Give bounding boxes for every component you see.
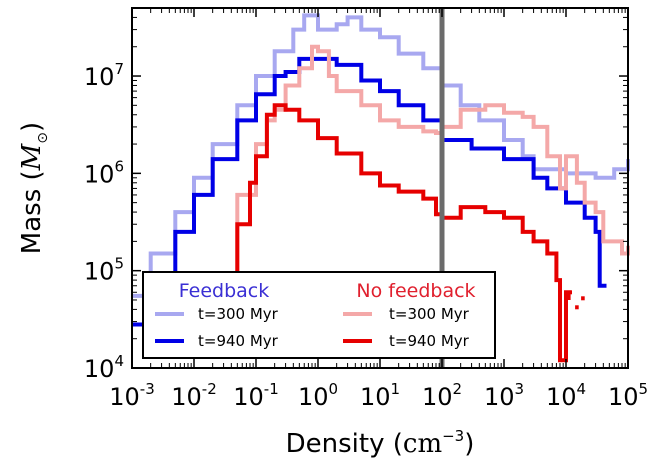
x-axis-title-text: Density [286, 429, 385, 459]
legend-label-feedback-300: t=300 Myr [198, 305, 279, 323]
legend-title-feedback: Feedback [179, 280, 269, 302]
x-tick-label: 101 [360, 380, 400, 411]
x-tick-label: 10-3 [109, 380, 155, 411]
legend-label-nofeedback-940: t=940 Myr [389, 332, 470, 350]
y-axis-title: Mass (M⊙) [17, 122, 51, 254]
y-tick-label: 104 [84, 352, 124, 383]
x-tick-label: 10-2 [171, 380, 217, 411]
y-axis-title-text: Mass [17, 189, 47, 254]
legend-frame [142, 271, 496, 359]
legend-title-no-feedback: No feedback [356, 280, 475, 302]
tick-layer: 10-3 10-2 10-1 100 101 102 103 104 105 104 105 106 1… [84, 7, 648, 411]
x-tick-label: 104 [546, 380, 586, 411]
y-tick-label: 107 [84, 60, 124, 91]
y-axis-unit: M [17, 142, 47, 171]
x-tick-label: 10-1 [233, 380, 279, 411]
legend-label-feedback-940: t=940 Myr [198, 332, 279, 350]
x-axis-unit-exp: −3 [442, 427, 464, 445]
x-tick-label: 100 [298, 380, 338, 411]
x-axis-title: Density (cm−3) [286, 427, 475, 459]
series-line-2 [218, 44, 630, 302]
x-tick-label: 105 [608, 380, 648, 411]
y-tick-label: 106 [84, 157, 124, 188]
legend-label-nofeedback-300: t=300 Myr [389, 305, 470, 323]
legend: Feedback No feedback t=300 Myr t=940 Myr… [142, 271, 496, 359]
x-tick-label: 103 [484, 380, 524, 411]
y-tick-label: 105 [84, 255, 124, 286]
y-axis-unit-sub: ⊙ [35, 132, 51, 144]
x-axis-unit: cm [403, 429, 442, 459]
series-line-3 [218, 103, 571, 363]
x-tick-label: 102 [422, 380, 462, 411]
series-layer [132, 13, 630, 363]
